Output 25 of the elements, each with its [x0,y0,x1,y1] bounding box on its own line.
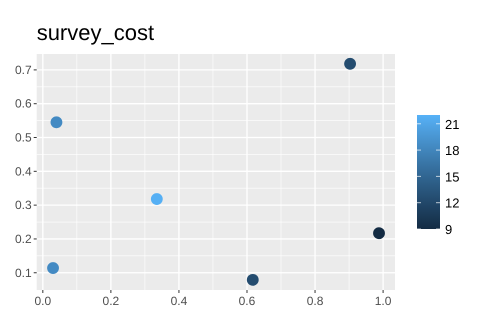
y-tick-label: 0.1 [15,266,32,280]
y-tick-label: 0.3 [15,198,32,212]
color-bar-label: 9 [445,222,452,237]
x-tick-label: 0.4 [170,294,188,308]
point [344,58,356,70]
color-bar-label: 12 [445,196,460,211]
color-bar-label: 15 [445,169,460,184]
y-tick-label: 0.6 [15,96,32,111]
point [246,274,259,286]
chart-title: survey_cost [36,20,154,45]
x-tick-label: 1.0 [374,294,392,308]
color-bar-label: 21 [445,116,460,132]
point [373,227,385,240]
x-tick-label: 0.8 [306,294,324,308]
point [47,262,59,274]
x-tick-label: 0.6 [238,294,256,308]
point [50,116,62,128]
y-tick-label: 0.5 [15,130,32,145]
point [150,193,163,205]
y-tick-label: 0.2 [15,232,32,246]
color-bar-label: 18 [445,143,460,158]
x-tick-label: 0.0 [34,294,52,308]
x-tick-label: 0.2 [102,294,120,308]
y-tick-label: 0.4 [15,164,32,178]
y-tick-label: 0.7 [15,62,32,77]
